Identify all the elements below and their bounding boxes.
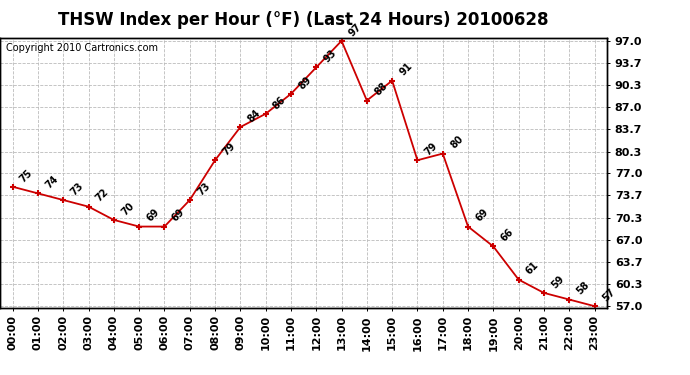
Text: 93: 93 (322, 48, 338, 64)
Text: 58: 58 (575, 280, 591, 297)
Text: 89: 89 (297, 74, 313, 91)
Text: 73: 73 (195, 181, 212, 197)
Text: 69: 69 (145, 207, 161, 224)
Text: 88: 88 (373, 81, 389, 98)
Text: 57: 57 (600, 287, 617, 303)
Text: 79: 79 (221, 141, 237, 158)
Text: 59: 59 (549, 273, 566, 290)
Text: 84: 84 (246, 108, 263, 124)
Text: 86: 86 (271, 94, 288, 111)
Text: 73: 73 (69, 181, 86, 197)
Text: 69: 69 (170, 207, 186, 224)
Text: 91: 91 (397, 61, 414, 78)
Text: 75: 75 (18, 167, 34, 184)
Text: THSW Index per Hour (°F) (Last 24 Hours) 20100628: THSW Index per Hour (°F) (Last 24 Hours)… (59, 11, 549, 29)
Text: 66: 66 (499, 227, 515, 244)
Text: 80: 80 (448, 134, 465, 151)
Text: 79: 79 (423, 141, 440, 158)
Text: Copyright 2010 Cartronics.com: Copyright 2010 Cartronics.com (6, 43, 158, 53)
Text: 61: 61 (524, 260, 541, 277)
Text: 74: 74 (43, 174, 60, 190)
Text: 70: 70 (119, 201, 136, 217)
Text: 72: 72 (94, 187, 110, 204)
Text: 69: 69 (473, 207, 490, 224)
Text: 97: 97 (347, 21, 364, 38)
